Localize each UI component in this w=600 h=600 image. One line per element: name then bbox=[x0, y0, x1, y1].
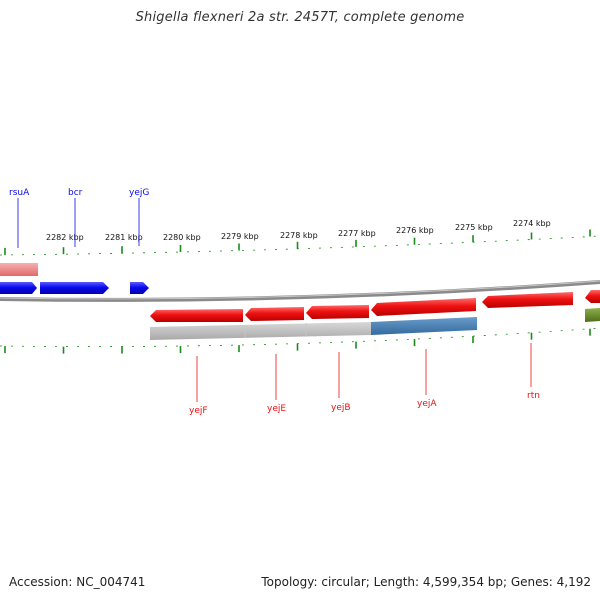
gene-label-yejF[interactable]: yejF bbox=[189, 406, 208, 416]
scale-labels: 2282 kbp 2281 kbp 2280 kbp 2279 kbp 2278… bbox=[46, 219, 551, 242]
accession-label: Accession: NC_004741 bbox=[9, 575, 146, 589]
gene-label-rsuA[interactable]: rsuA bbox=[9, 188, 30, 198]
genome-backbone[interactable] bbox=[0, 280, 600, 302]
genome-title: Shigella flexneri 2a str. 2457T, complet… bbox=[135, 10, 465, 25]
annotation-track bbox=[150, 308, 600, 340]
gene-arrow-yejA[interactable] bbox=[371, 298, 476, 316]
gene-arrow-yejF[interactable] bbox=[150, 309, 243, 322]
gene-arrow-rtn[interactable] bbox=[482, 292, 573, 308]
gene-label-bcr[interactable]: bcr bbox=[68, 188, 83, 198]
grey-feature[interactable] bbox=[150, 322, 371, 340]
scale-label: 2276 kbp bbox=[396, 226, 434, 235]
outer-major-ticks bbox=[4, 229, 591, 255]
scale-label: 2277 kbp bbox=[338, 229, 376, 238]
gene-arrow-rsuA[interactable] bbox=[0, 282, 37, 294]
steel-feature[interactable] bbox=[371, 317, 477, 335]
scale-label: 2275 kbp bbox=[455, 223, 493, 232]
forward-gene-track bbox=[0, 282, 149, 294]
scale-label: 2282 kbp bbox=[46, 233, 84, 242]
pink-feature[interactable] bbox=[0, 263, 38, 276]
forward-gene-labels: rsuA bcr yejG bbox=[9, 188, 149, 248]
scale-label: 2274 kbp bbox=[513, 219, 551, 228]
gene-label-yejA[interactable]: yejA bbox=[417, 399, 437, 409]
inner-major-ticks bbox=[4, 328, 591, 354]
genome-summary: Topology: circular; Length: 4,599,354 bp… bbox=[261, 575, 591, 589]
gene-label-rtn[interactable]: rtn bbox=[527, 391, 540, 401]
gene-arrow-yejG[interactable] bbox=[130, 282, 149, 294]
outer-tick-ruler bbox=[0, 229, 600, 256]
olive-feature[interactable] bbox=[585, 308, 600, 322]
genome-backbone-highlight bbox=[0, 280, 600, 300]
scale-label: 2281 kbp bbox=[105, 233, 143, 242]
gene-arrow-bcr[interactable] bbox=[40, 282, 109, 294]
reverse-gene-track bbox=[150, 290, 600, 322]
scale-label: 2279 kbp bbox=[221, 232, 259, 241]
gene-label-yejG[interactable]: yejG bbox=[129, 188, 149, 198]
scale-label: 2278 kbp bbox=[280, 231, 318, 240]
gene-label-yejB[interactable]: yejB bbox=[331, 403, 351, 413]
gene-arrow-partial[interactable] bbox=[585, 290, 600, 303]
gene-arrow-yejB[interactable] bbox=[306, 305, 369, 319]
gene-label-yejE[interactable]: yejE bbox=[267, 404, 286, 414]
scale-label: 2280 kbp bbox=[163, 233, 201, 242]
gene-arrow-yejE[interactable] bbox=[245, 307, 304, 321]
inner-tick-ruler bbox=[0, 327, 600, 354]
reverse-gene-labels: yejF yejE yejB yejA rtn bbox=[189, 343, 540, 416]
